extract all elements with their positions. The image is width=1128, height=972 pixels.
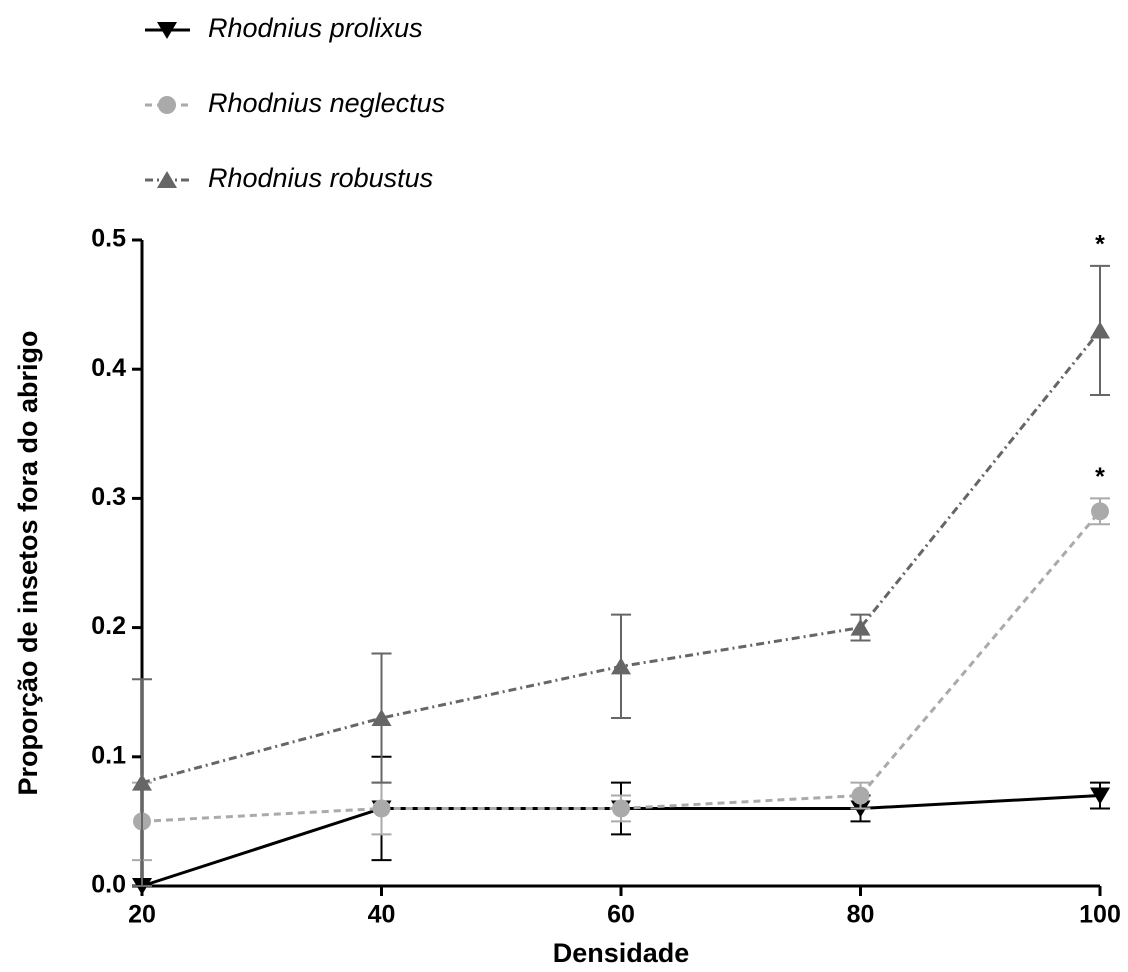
data-point <box>851 786 870 805</box>
legend-label: Rhodnius neglectus <box>208 88 445 118</box>
x-axis-title: Densidade <box>553 938 690 968</box>
y-tick-label: 0.1 <box>91 741 126 769</box>
data-point <box>850 618 871 636</box>
y-axis-title: Proporção de insetos fora do abrigo <box>13 330 43 795</box>
x-tick-label: 100 <box>1079 901 1121 929</box>
data-point <box>611 657 631 675</box>
x-tick-label: 80 <box>847 901 875 929</box>
data-point <box>1090 787 1110 805</box>
series-line <box>141 510 1102 823</box>
data-point <box>612 799 630 818</box>
y-tick-label: 0.4 <box>91 354 126 382</box>
data-point <box>372 799 391 818</box>
legend-marker <box>157 22 177 39</box>
data-point <box>1090 321 1110 339</box>
data-point <box>371 709 392 727</box>
data-point <box>132 773 152 791</box>
legend-label: Rhodnius prolixus <box>208 13 423 43</box>
y-tick-label: 0.3 <box>91 483 126 511</box>
legend-marker <box>157 171 177 188</box>
legend-marker <box>158 96 176 114</box>
legend-label: Rhodnius robustus <box>208 163 433 193</box>
annotation: * <box>1095 231 1105 259</box>
x-tick-label: 20 <box>128 901 156 929</box>
annotation: * <box>1095 463 1105 491</box>
x-tick-label: 40 <box>368 901 396 929</box>
y-tick-label: 0.0 <box>91 871 126 899</box>
y-tick-label: 0.2 <box>91 612 126 640</box>
data-point <box>1091 502 1109 521</box>
y-tick-label: 0.5 <box>91 225 126 253</box>
x-tick-label: 60 <box>607 901 635 929</box>
